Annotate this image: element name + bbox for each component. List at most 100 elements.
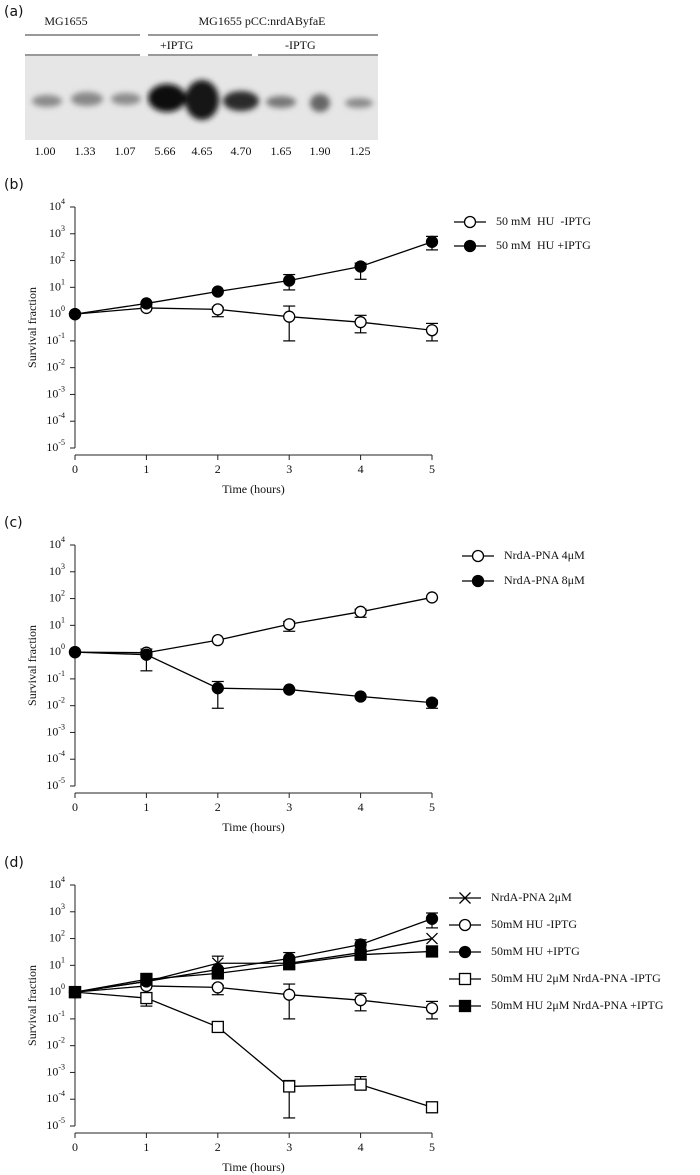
marker bbox=[211, 1020, 224, 1034]
marker bbox=[354, 690, 367, 703]
y-tick-label: 10-1 bbox=[46, 331, 65, 347]
y-tick-label: 10-2 bbox=[46, 357, 65, 373]
strain-label: MG1655 pCC:nrdAByfaE bbox=[199, 14, 326, 28]
series-line bbox=[74, 918, 433, 993]
y-tick-exp: 3 bbox=[61, 224, 65, 233]
marker bbox=[354, 605, 367, 618]
y-tick-base: 10 bbox=[49, 904, 61, 918]
lane-value: 4.70 bbox=[231, 144, 252, 158]
y-tick-exp: -1 bbox=[58, 1009, 65, 1018]
marker bbox=[68, 645, 82, 659]
y-tick-label: 103 bbox=[49, 562, 65, 578]
lane-value: 1.33 bbox=[75, 144, 96, 158]
legend-label: NrdA-PNA 4μM bbox=[504, 548, 585, 562]
y-tick-exp: -3 bbox=[58, 1062, 65, 1071]
x-tick-label: 5 bbox=[429, 800, 435, 814]
condition-label: -IPTG bbox=[285, 38, 316, 52]
y-tick-base: 10 bbox=[46, 386, 58, 400]
series-line bbox=[74, 985, 433, 1009]
marker bbox=[458, 945, 472, 959]
y-tick-exp: 4 bbox=[61, 197, 65, 206]
y-tick-exp: -1 bbox=[58, 669, 65, 678]
lane-value: 1.25 bbox=[350, 144, 371, 158]
marker bbox=[354, 1078, 367, 1091]
y-tick-base: 10 bbox=[46, 333, 58, 347]
marker bbox=[68, 985, 82, 999]
y-tick-label: 10-2 bbox=[46, 695, 65, 711]
x-tick-label: 4 bbox=[358, 800, 364, 814]
marker bbox=[140, 297, 153, 310]
y-tick-exp: 0 bbox=[61, 642, 65, 651]
y-axis-label: Survival fraction bbox=[25, 625, 39, 706]
y-tick-base: 10 bbox=[46, 440, 58, 454]
y-tick-base: 10 bbox=[49, 226, 61, 240]
y-tick-label: 100 bbox=[49, 982, 65, 998]
lane-value: 4.65 bbox=[192, 144, 213, 158]
y-tick-base: 10 bbox=[49, 306, 61, 320]
y-tick-base: 10 bbox=[49, 199, 61, 213]
y-tick-exp: -2 bbox=[58, 357, 65, 366]
y-tick-exp: 0 bbox=[61, 304, 65, 313]
marker bbox=[425, 324, 439, 337]
marker bbox=[140, 991, 153, 1005]
y-tick-exp: -1 bbox=[58, 331, 65, 340]
x-tick-label: 3 bbox=[286, 462, 292, 476]
y-tick-exp: 0 bbox=[61, 982, 65, 991]
marker bbox=[283, 683, 296, 696]
marker bbox=[459, 892, 471, 904]
y-tick-exp: -2 bbox=[58, 695, 65, 704]
marker bbox=[283, 274, 296, 287]
lane-value: 1.65 bbox=[271, 144, 292, 158]
lane-value: 1.00 bbox=[35, 144, 56, 158]
marker bbox=[68, 307, 82, 321]
marker bbox=[463, 215, 477, 229]
y-tick-label: 10-2 bbox=[46, 1035, 65, 1051]
marker bbox=[425, 696, 439, 709]
panel-label: (d) bbox=[4, 855, 24, 871]
marker bbox=[211, 303, 224, 316]
y-tick-base: 10 bbox=[46, 1118, 58, 1132]
y-tick-exp: 2 bbox=[61, 928, 65, 937]
marker bbox=[211, 981, 224, 994]
marker bbox=[211, 285, 224, 298]
y-tick-label: 10-5 bbox=[46, 438, 65, 454]
y-tick-base: 10 bbox=[46, 751, 58, 765]
x-tick-label: 1 bbox=[143, 1140, 149, 1154]
marker bbox=[425, 1002, 439, 1015]
marker bbox=[211, 682, 224, 695]
y-tick-exp: -4 bbox=[58, 411, 65, 420]
panel-label: (c) bbox=[4, 515, 23, 531]
legend-label: 50mM HU 2μM NrdA-PNA -IPTG bbox=[491, 971, 661, 985]
y-tick-label: 102 bbox=[49, 928, 65, 944]
marker bbox=[425, 945, 439, 958]
marker bbox=[283, 988, 296, 1001]
y-tick-exp: -4 bbox=[58, 1089, 65, 1098]
series-line bbox=[74, 651, 433, 704]
marker bbox=[425, 912, 439, 925]
x-tick-label: 2 bbox=[215, 462, 221, 476]
y-tick-label: 10-3 bbox=[46, 384, 65, 400]
y-tick-label: 103 bbox=[49, 224, 65, 240]
marker bbox=[283, 310, 296, 323]
y-tick-base: 10 bbox=[46, 359, 58, 373]
x-axis-label: Time (hours) bbox=[222, 820, 285, 834]
legend-label: 50 mM HU -IPTG bbox=[496, 214, 591, 228]
lane-value: 1.07 bbox=[115, 144, 136, 158]
y-tick-label: 10-3 bbox=[46, 1062, 65, 1078]
y-tick-exp: 4 bbox=[61, 535, 65, 544]
marker bbox=[211, 967, 224, 980]
y-tick-label: 101 bbox=[49, 615, 65, 631]
y-tick-label: 104 bbox=[49, 197, 65, 213]
y-tick-label: 103 bbox=[49, 902, 65, 918]
marker bbox=[458, 999, 472, 1013]
marker bbox=[471, 574, 485, 588]
series-line bbox=[74, 950, 433, 993]
marker bbox=[471, 549, 485, 563]
series-line bbox=[74, 307, 433, 331]
y-tick-base: 10 bbox=[49, 564, 61, 578]
x-tick-label: 3 bbox=[286, 1140, 292, 1154]
marker bbox=[425, 235, 439, 248]
y-tick-label: 10-4 bbox=[46, 1089, 65, 1105]
marker bbox=[463, 239, 477, 253]
y-tick-base: 10 bbox=[46, 1037, 58, 1051]
